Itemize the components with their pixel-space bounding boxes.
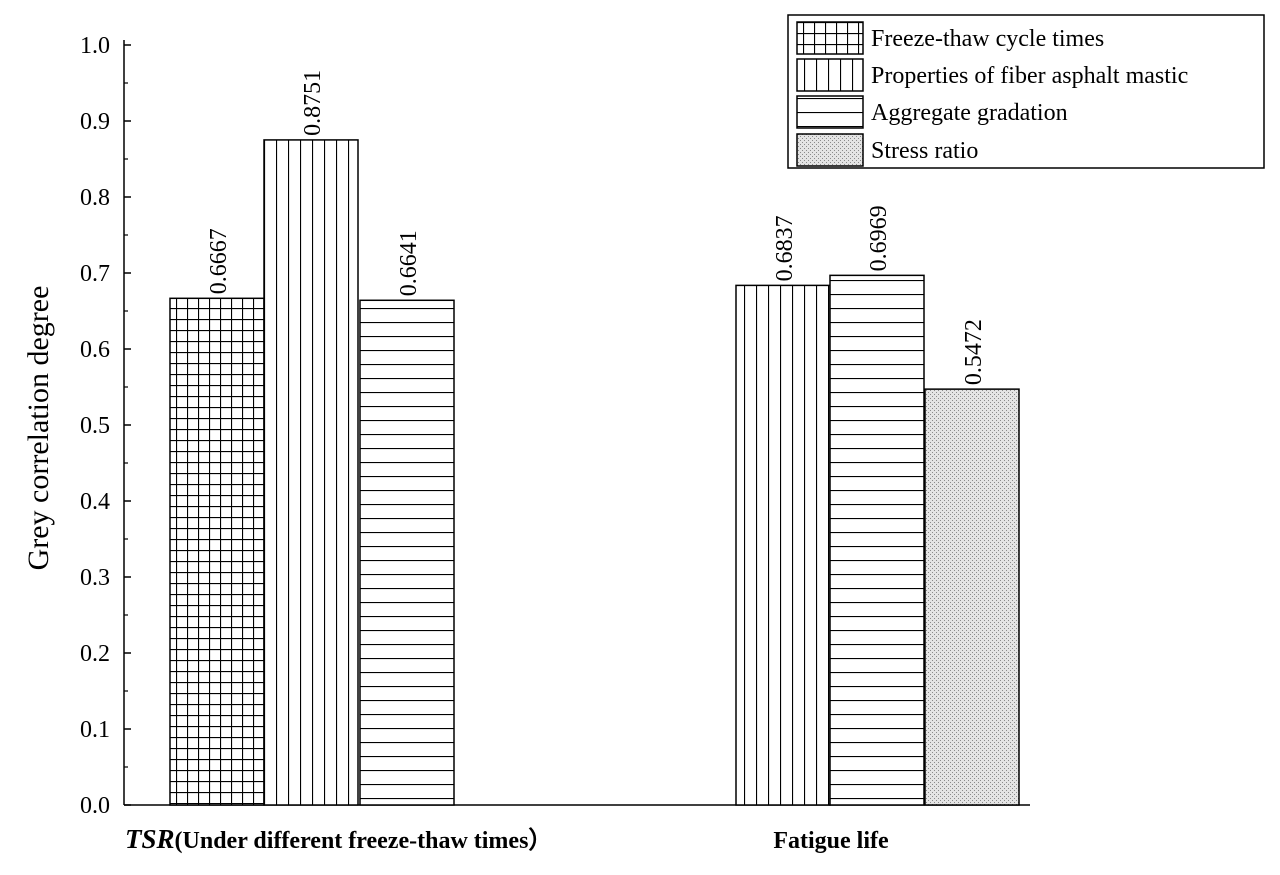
legend-entry: Aggregate gradation [871,100,1068,126]
y-tick-label: 0.8 [80,185,110,211]
legend-swatch-grid [796,21,864,55]
bar-grid [169,297,265,806]
y-tick-label: 0.9 [80,109,110,135]
y-tick-label: 0.2 [80,641,110,667]
y-tick-label: 0.5 [80,413,110,439]
legend-entry: Freeze-thaw cycle times [871,26,1104,52]
data-label: 0.6667 [206,228,232,294]
y-tick-label: 1.0 [80,33,110,59]
category-labels: TSR(Under different freeze-thaw times） Fa… [125,824,889,854]
legend: Freeze-thaw cycle times Properties of fib… [787,14,1265,169]
data-label: 0.6641 [396,230,422,296]
data-label: 0.6837 [772,215,798,281]
category-label: Fatigue life [773,828,889,854]
legend-entry: Stress ratio [871,138,978,164]
legend-box [787,14,1265,169]
data-label: 0.6969 [866,205,892,271]
bar-horizontal [829,274,925,806]
legend-swatch-horizontal [796,95,864,129]
y-tick-label: 0.6 [80,337,110,363]
bars [169,139,1020,806]
data-labels: 0.6667 0.8751 0.6837 0.6641 0.6969 0.5472 [206,70,987,385]
data-label: 0.8751 [300,70,326,136]
bar-vertical [735,284,831,806]
data-label: 0.5472 [961,319,987,385]
axes: 0.0 0.1 0.2 0.3 0.4 0.5 0.6 0.7 0.8 0.9 1.0 [80,33,1030,819]
legend-swatch-dots [796,133,864,167]
y-tick-label: 0.1 [80,717,110,743]
y-tick-label: 0.3 [80,565,110,591]
y-tick-label: 0.4 [80,489,110,515]
bar-vertical [263,139,359,806]
category-label: TSR(Under different freeze-thaw times） [125,824,552,854]
legend-swatch-vertical [796,58,864,92]
y-tick-label: 0.0 [80,793,110,819]
bar-horizontal [359,299,455,806]
legend-entry: Properties of fiber asphalt mastic [871,63,1188,89]
y-axis-label: Grey correlation degree [22,286,55,571]
y-tick-label: 0.7 [80,261,110,287]
bar-dots [924,388,1020,806]
